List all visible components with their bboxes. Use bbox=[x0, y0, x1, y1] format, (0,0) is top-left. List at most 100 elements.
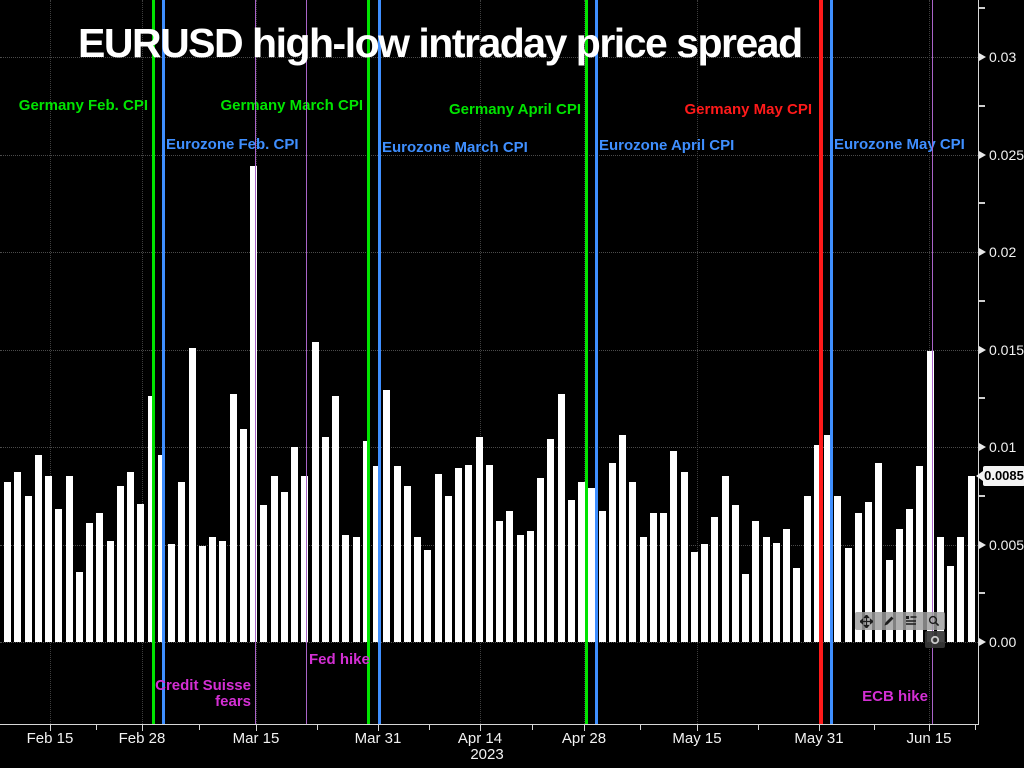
x-tick-label: Jun 15 bbox=[906, 730, 952, 747]
y-tick-label: 0.03 bbox=[989, 49, 1017, 65]
bar bbox=[742, 574, 749, 642]
bar bbox=[649, 513, 657, 642]
bar bbox=[219, 541, 227, 642]
event-label-fed-hike: Fed hike bbox=[309, 651, 370, 668]
bar bbox=[403, 486, 411, 642]
event-label-germany-april-cpi: Germany April CPI bbox=[449, 101, 581, 118]
bar bbox=[455, 468, 462, 642]
x-tick-minor bbox=[199, 725, 200, 730]
bar bbox=[116, 486, 124, 642]
x-tick bbox=[50, 725, 51, 731]
x-tick-label: May 31 bbox=[794, 730, 844, 747]
bar bbox=[280, 492, 288, 642]
bar bbox=[547, 439, 555, 642]
x-tick-minor bbox=[758, 725, 759, 730]
bar bbox=[567, 500, 575, 642]
bar bbox=[895, 529, 903, 642]
bar bbox=[813, 445, 821, 642]
bar bbox=[4, 482, 11, 642]
bar bbox=[506, 511, 514, 642]
event-label-germany-may-cpi: Germany May CPI bbox=[684, 101, 812, 118]
x-tick-minor bbox=[317, 725, 318, 730]
bar bbox=[424, 550, 432, 642]
bar bbox=[885, 560, 893, 642]
x-tick-minor bbox=[640, 725, 641, 730]
y-tick-arrow bbox=[979, 53, 986, 61]
x-tick-label: Mar 15 bbox=[232, 730, 280, 747]
event-line-germany-march-cpi bbox=[367, 0, 370, 724]
bar bbox=[496, 521, 503, 642]
y-tick-arrow bbox=[979, 443, 986, 451]
event-line-germany-april-cpi bbox=[585, 0, 588, 724]
x-tick-label: May 15 bbox=[672, 730, 722, 747]
y-tick-minor bbox=[979, 397, 985, 400]
bar bbox=[178, 482, 186, 642]
y-tick-minor bbox=[979, 104, 985, 107]
x-tick-minor bbox=[96, 725, 97, 730]
bar bbox=[127, 472, 134, 642]
bar bbox=[209, 537, 216, 642]
zoom-magnifier-icon[interactable] bbox=[924, 613, 944, 629]
x-tick bbox=[819, 725, 820, 731]
bar bbox=[752, 521, 760, 642]
event-label-eurozone-march-cpi: Eurozone March CPI bbox=[382, 139, 528, 156]
bar bbox=[526, 531, 534, 642]
reset-circle-icon[interactable] bbox=[925, 631, 945, 648]
move-icon[interactable] bbox=[856, 613, 876, 629]
event-line-credit-suisse-fears bbox=[255, 0, 256, 724]
event-line-eurozone-feb-cpi bbox=[162, 0, 165, 724]
bar bbox=[414, 537, 421, 642]
event-line-eurozone-april-cpi bbox=[595, 0, 598, 724]
bar bbox=[557, 394, 565, 642]
x-tick bbox=[378, 725, 379, 731]
y-tick-minor bbox=[979, 299, 985, 302]
bar bbox=[731, 505, 739, 642]
bar bbox=[762, 537, 770, 642]
x-tick bbox=[697, 725, 698, 731]
bar bbox=[578, 482, 585, 642]
bar bbox=[690, 552, 698, 642]
y-tick-label: 0.015 bbox=[989, 341, 1024, 358]
bar bbox=[55, 509, 63, 642]
bar bbox=[608, 463, 616, 642]
x-tick bbox=[142, 725, 143, 731]
chart-toolbar[interactable] bbox=[855, 612, 945, 630]
event-label-germany-march-cpi: Germany March CPI bbox=[220, 97, 363, 114]
page-title: EURUSD high-low intraday price spread bbox=[78, 20, 803, 66]
bar bbox=[537, 478, 544, 642]
event-line-eurozone-may-cpi bbox=[830, 0, 833, 724]
bar bbox=[444, 496, 452, 642]
bar bbox=[721, 476, 729, 642]
y-tick-minor bbox=[979, 592, 985, 595]
bar bbox=[301, 476, 309, 642]
event-label-germany-feb-cpi: Germany Feb. CPI bbox=[18, 97, 148, 114]
bar bbox=[137, 504, 145, 642]
bar bbox=[967, 476, 975, 642]
bar bbox=[106, 541, 114, 642]
bar bbox=[188, 348, 196, 642]
y-tick-label: 0.01 bbox=[989, 439, 1017, 455]
bar bbox=[516, 535, 524, 642]
bar bbox=[75, 572, 83, 642]
gridline-vertical bbox=[584, 0, 585, 724]
gridline-vertical bbox=[142, 0, 143, 724]
bar bbox=[260, 505, 268, 642]
last-price-chip-notch bbox=[976, 471, 983, 481]
draw-pencil-icon[interactable] bbox=[879, 613, 899, 629]
bar bbox=[168, 544, 175, 642]
y-tick-arrow bbox=[979, 638, 986, 646]
bar bbox=[957, 537, 965, 642]
bar bbox=[321, 437, 329, 642]
bar bbox=[485, 465, 493, 642]
event-label-eurozone-may-cpi: Eurozone May CPI bbox=[834, 136, 965, 153]
event-label-ecb-hike: ECB hike bbox=[862, 688, 928, 705]
news-list-icon[interactable] bbox=[901, 613, 921, 629]
bar bbox=[383, 390, 391, 642]
bar bbox=[475, 437, 483, 642]
y-tick-minor bbox=[979, 7, 985, 10]
x-tick-minor bbox=[874, 725, 875, 730]
x-tick bbox=[256, 725, 257, 731]
bar bbox=[854, 513, 862, 642]
bar bbox=[936, 537, 944, 642]
